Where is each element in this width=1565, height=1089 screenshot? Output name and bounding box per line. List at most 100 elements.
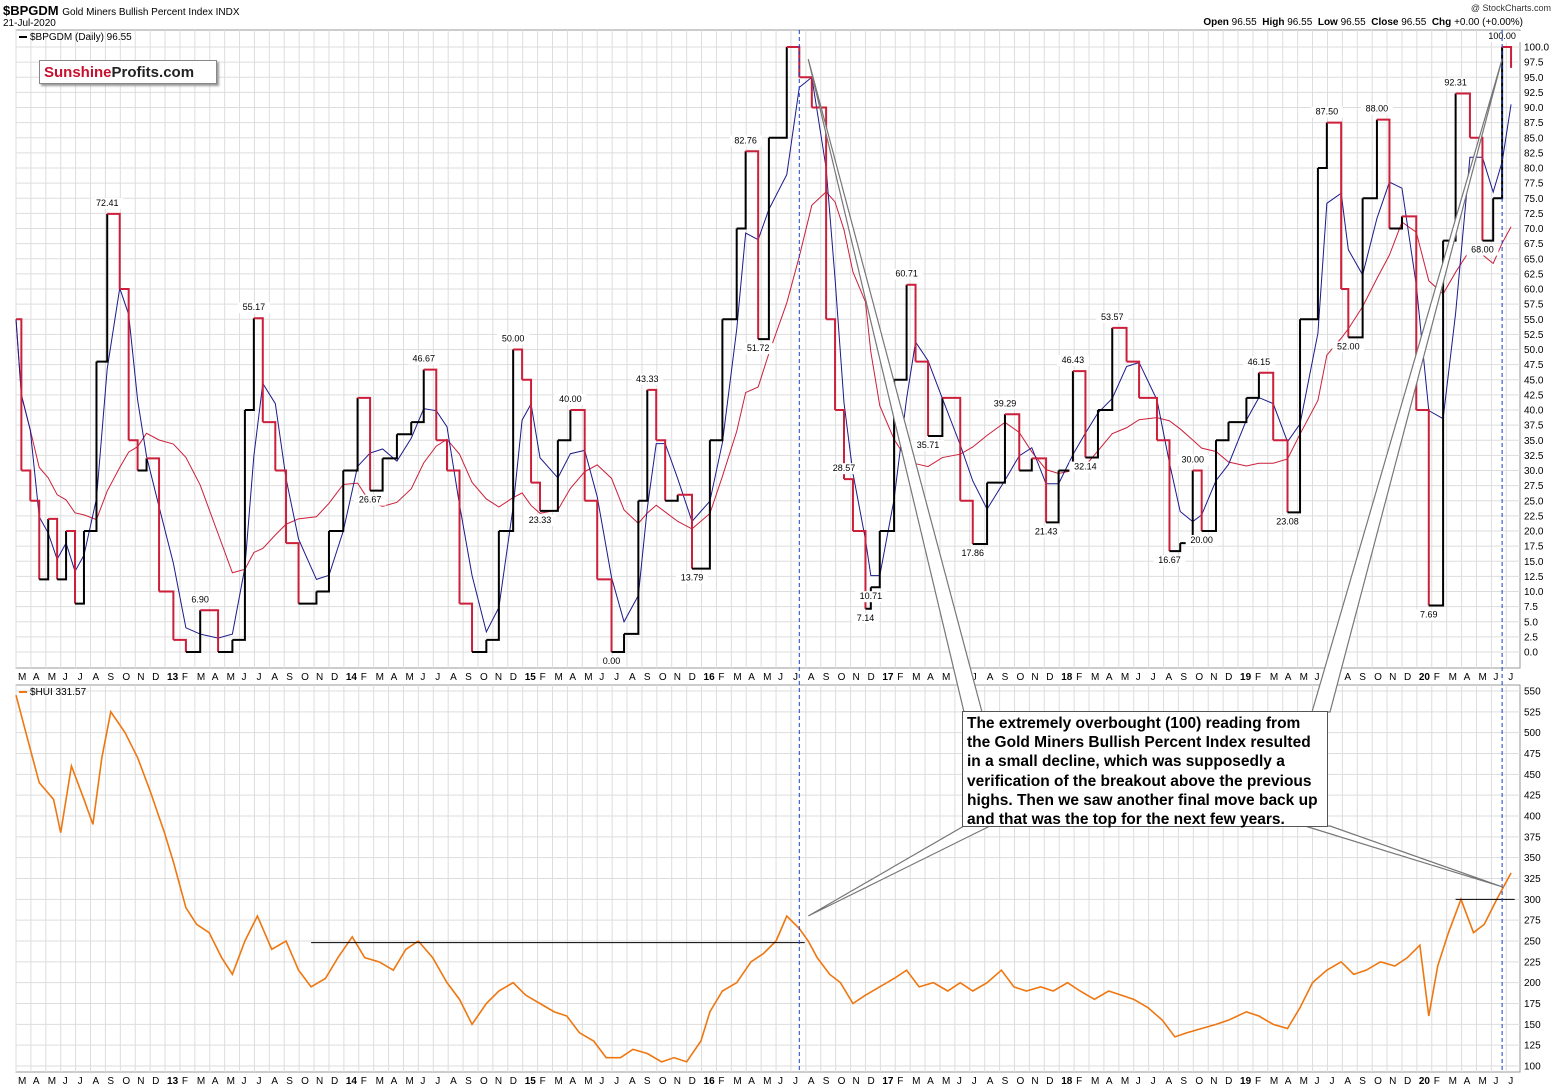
- month-tick-label: S: [823, 1076, 830, 1087]
- month-tick-label: A: [1106, 1076, 1113, 1087]
- hui-line: [15, 694, 1512, 1063]
- data-label: 7.69: [1420, 609, 1438, 619]
- bpgdm-segment: [1287, 319, 1302, 514]
- month-tick-label: S: [286, 1076, 293, 1087]
- month-tick-label: M: [555, 672, 563, 683]
- y-tick-label: 200: [1524, 978, 1541, 989]
- y-tick-label: 40.0: [1524, 406, 1544, 417]
- month-tick-label: A: [748, 672, 755, 683]
- y-tick-label: 10.0: [1524, 587, 1544, 598]
- month-tick-label: S: [644, 672, 651, 683]
- month-tick-label: A: [1464, 1076, 1471, 1087]
- data-label-bg: [631, 373, 664, 385]
- data-label-bg: [988, 398, 1021, 410]
- data-label-bg: [554, 394, 587, 405]
- month-tick-label: M: [1449, 672, 1457, 683]
- data-label-bg: [523, 514, 556, 526]
- month-tick-label: M: [733, 672, 741, 683]
- y-tick-label: 57.5: [1524, 300, 1544, 311]
- month-tick-label: M: [1449, 1076, 1457, 1087]
- bpgdm-segment: [1126, 360, 1141, 398]
- month-tick-label: D: [689, 672, 696, 683]
- month-tick-label: S: [1359, 672, 1366, 683]
- y-tick-label: 7.5: [1524, 602, 1538, 613]
- bpgdm-segment: [39, 518, 50, 581]
- bpgdm-segment: [1169, 543, 1182, 553]
- month-tick-label: A: [1344, 672, 1351, 683]
- bpgdm-segment: [48, 517, 59, 580]
- bpgdm-segment: [1072, 370, 1087, 458]
- month-tick-label: N: [674, 672, 681, 683]
- month-tick-label: M: [376, 672, 384, 683]
- bpgdm-segment: [597, 578, 613, 652]
- month-tick-label: A: [271, 1076, 278, 1087]
- bpgdm-segment: [879, 379, 896, 532]
- month-tick-label: 13: [167, 1076, 179, 1087]
- data-label-bg: [1153, 555, 1186, 567]
- data-label: 16.67: [1158, 555, 1181, 565]
- data-label: 68.00: [1471, 245, 1494, 255]
- y-tick-label: 450: [1524, 770, 1541, 781]
- bpgdm-segment: [611, 633, 626, 653]
- bpgdm-segment: [522, 378, 533, 483]
- month-tick-label: N: [1389, 672, 1396, 683]
- data-label: 10.71: [860, 591, 883, 601]
- bpgdm-segment: [1455, 92, 1471, 138]
- month-tick-label: A: [450, 672, 457, 683]
- month-tick-label: J: [1508, 1076, 1513, 1087]
- month-tick-label: F: [897, 672, 903, 683]
- month-tick-label: J: [1315, 1076, 1320, 1087]
- month-tick-label: A: [212, 672, 219, 683]
- data-label-bg: [237, 302, 270, 314]
- bpgdm-segment: [1502, 46, 1513, 68]
- month-tick-label: A: [391, 672, 398, 683]
- bpgdm-segment: [446, 469, 461, 604]
- annotation-callout: The extremely overbought (100) reading f…: [962, 711, 1328, 828]
- data-label: 26.67: [359, 495, 382, 505]
- y-tick-label: 100.0: [1524, 43, 1549, 54]
- bpgdm-segment: [1192, 469, 1203, 531]
- data-label-bg: [956, 547, 989, 559]
- chart-date: 21-Jul-2020: [3, 18, 56, 29]
- data-label-bg: [1466, 244, 1499, 256]
- month-tick-label: F: [1255, 1076, 1261, 1087]
- chart-header: $BPGDM Gold Miners Bullish Percent Index…: [0, 0, 1565, 30]
- month-tick-label: N: [316, 1076, 323, 1087]
- y-tick-label: 77.5: [1524, 179, 1544, 190]
- y-tick-label: 52.5: [1524, 330, 1544, 341]
- month-tick-label: D: [867, 1076, 874, 1087]
- month-tick-label: D: [867, 672, 874, 683]
- data-label-bg: [1271, 516, 1304, 528]
- bpgdm-segment: [328, 470, 345, 532]
- month-tick-label: M: [1300, 1076, 1308, 1087]
- data-label: 17.86: [962, 548, 985, 558]
- bpgdm-segment: [1341, 288, 1350, 338]
- y-tick-label: 350: [1524, 853, 1541, 864]
- y-tick-label: 80.0: [1524, 164, 1544, 175]
- data-label: 46.43: [1062, 355, 1085, 365]
- bpgdm-segment: [1362, 119, 1378, 200]
- month-tick-label: A: [569, 672, 576, 683]
- month-tick-label: N: [1210, 672, 1217, 683]
- bpgdm-legend: $BPGDM (Daily) 96.55: [30, 32, 132, 43]
- y-tick-label: 65.0: [1524, 254, 1544, 265]
- month-tick-label: D: [1225, 672, 1232, 683]
- bpgdm-slow-ma: [15, 191, 1512, 574]
- data-label-bg: [354, 494, 387, 506]
- bpgdm-segment: [396, 422, 413, 436]
- bpgdm-segment: [253, 317, 264, 423]
- y-tick-label: 100: [1524, 1062, 1541, 1073]
- month-tick-label: F: [540, 672, 546, 683]
- bpgdm-segment: [1482, 198, 1495, 242]
- month-tick-label: A: [987, 1076, 994, 1087]
- bpgdm-segment: [972, 482, 989, 545]
- month-tick-label: M: [763, 1076, 771, 1087]
- bpgdm-fast-ma: [15, 76, 1512, 639]
- data-label: 39.29: [994, 398, 1017, 408]
- month-tick-label: F: [1255, 672, 1261, 683]
- data-label: 43.33: [636, 374, 659, 384]
- month-tick-label: N: [1031, 1076, 1038, 1087]
- bpgdm-segment: [531, 481, 541, 511]
- month-tick-label: J: [972, 1076, 977, 1087]
- month-tick-label: S: [823, 672, 830, 683]
